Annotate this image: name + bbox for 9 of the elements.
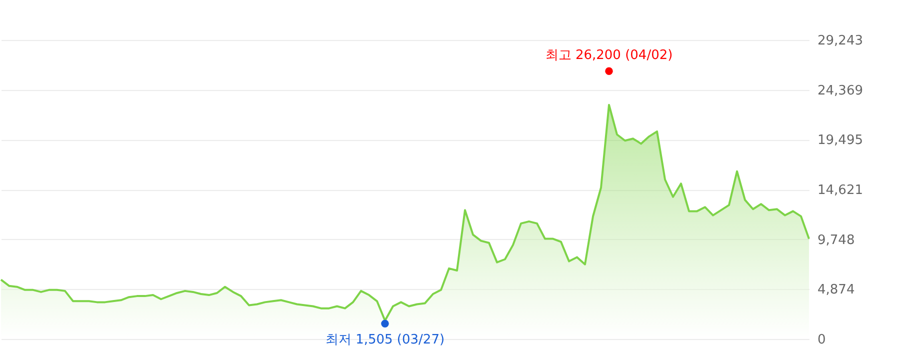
y-tick-label: 14,621: [818, 183, 863, 198]
y-tick-label: 29,243: [818, 34, 863, 48]
y-tick-label: 4,874: [818, 282, 855, 298]
y-tick-label: 9,748: [818, 232, 855, 248]
y-tick-label: 19,495: [818, 133, 863, 148]
annotation: 최고 26,200 (04/02): [545, 48, 673, 64]
annotation: 최저 1,505 (03/27): [325, 332, 445, 348]
y-tick-label: 0: [818, 332, 826, 348]
y-tick-label: 24,369: [818, 83, 863, 98]
